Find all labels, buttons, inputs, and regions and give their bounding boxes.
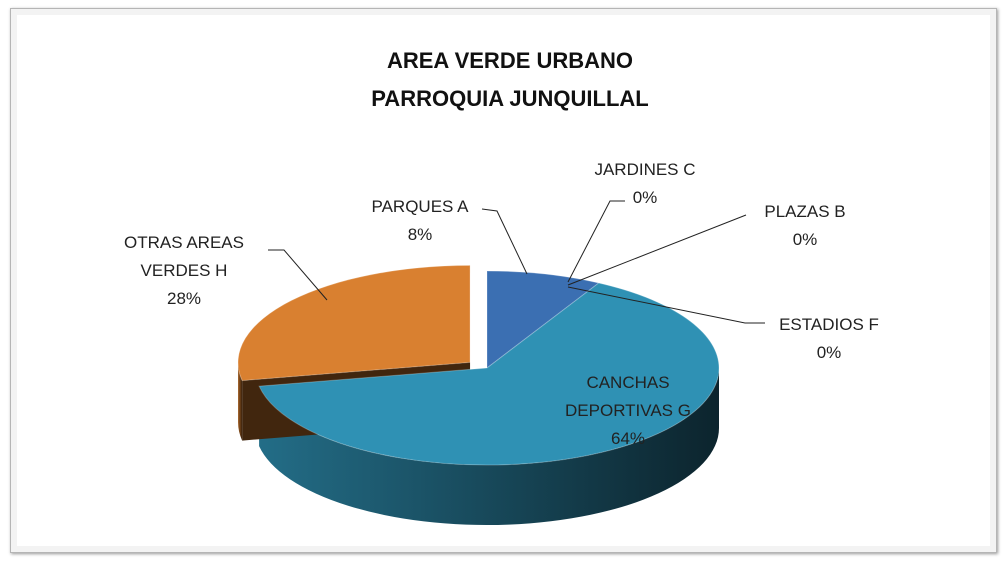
category-label: CANCHAS DEPORTIVAS G	[565, 373, 691, 420]
category-label: JARDINES C	[594, 160, 696, 179]
data-label: CANCHAS DEPORTIVAS G 64%	[548, 369, 708, 453]
value-label: 28%	[166, 289, 202, 308]
pie-layer	[237, 264, 720, 466]
slice-side	[259, 368, 720, 526]
leader-line	[567, 214, 747, 286]
chart-title: AREA VERDE URBANO	[386, 48, 634, 73]
slice	[237, 264, 471, 382]
slice	[486, 270, 600, 370]
value-label: 0%	[632, 188, 658, 207]
data-label: PARQUES A 8%	[340, 193, 500, 249]
chart-frame	[10, 8, 997, 553]
category-label: PARQUES A	[371, 197, 469, 216]
value-label: 8%	[407, 225, 433, 244]
leader-line	[268, 249, 328, 301]
value-label: 64%	[610, 429, 646, 448]
chart-title: PARROQUIA JUNQUILLAL	[371, 86, 649, 111]
leader-line	[567, 286, 765, 324]
slice	[258, 282, 720, 466]
category-label: OTRAS AREAS VERDES H	[124, 233, 244, 280]
pie	[237, 264, 720, 526]
leader-line	[567, 200, 625, 283]
data-label: JARDINES C 0%	[565, 156, 725, 212]
slice-side	[238, 362, 243, 441]
leader-lines	[268, 200, 765, 324]
data-label: OTRAS AREAS VERDES H 28%	[114, 229, 254, 313]
data-label: ESTADIOS F 0%	[749, 311, 909, 367]
category-label: ESTADIOS F	[779, 315, 879, 334]
value-label: 0%	[816, 343, 842, 362]
leader-line	[481, 208, 528, 275]
category-label: PLAZAS B	[764, 202, 846, 221]
value-label: 0%	[792, 230, 818, 249]
data-label: PLAZAS B 0%	[725, 198, 885, 254]
